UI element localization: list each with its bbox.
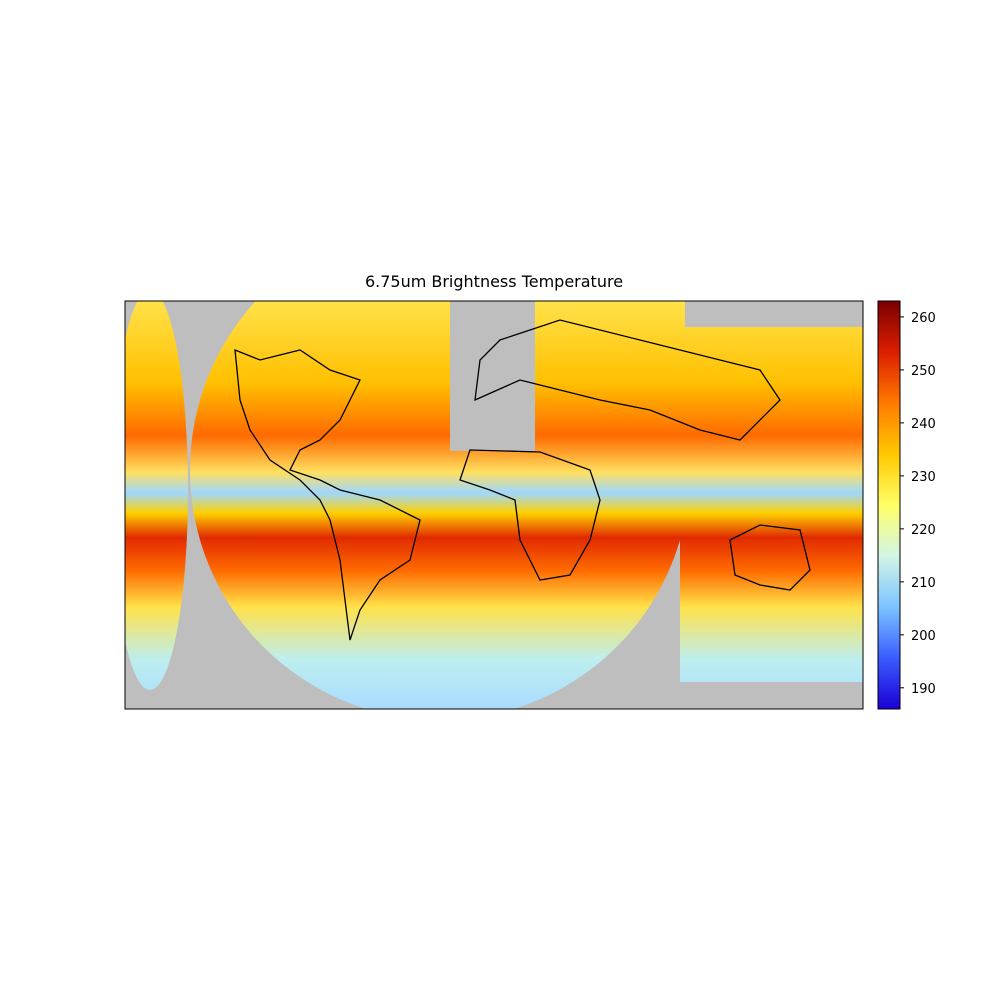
map-frame <box>124 300 864 710</box>
coastlines <box>234 319 811 641</box>
colorbar-tick-label: 210 <box>911 576 936 591</box>
colorbar-tick-label: 240 <box>911 417 936 432</box>
map <box>125 301 863 709</box>
colorbar-tick-label: 250 <box>911 364 936 379</box>
colorbar-tick-label: 190 <box>911 682 936 697</box>
no-data <box>450 301 535 451</box>
colorbar-tick-label: 230 <box>911 470 936 485</box>
chart-title: 6.75um Brightness Temperature <box>365 272 623 291</box>
colorbar-tick-label: 200 <box>911 629 936 644</box>
colorbar-tick-label: 220 <box>911 523 936 538</box>
colorbar-tick-label: 260 <box>911 311 936 326</box>
colorbar <box>877 300 901 710</box>
